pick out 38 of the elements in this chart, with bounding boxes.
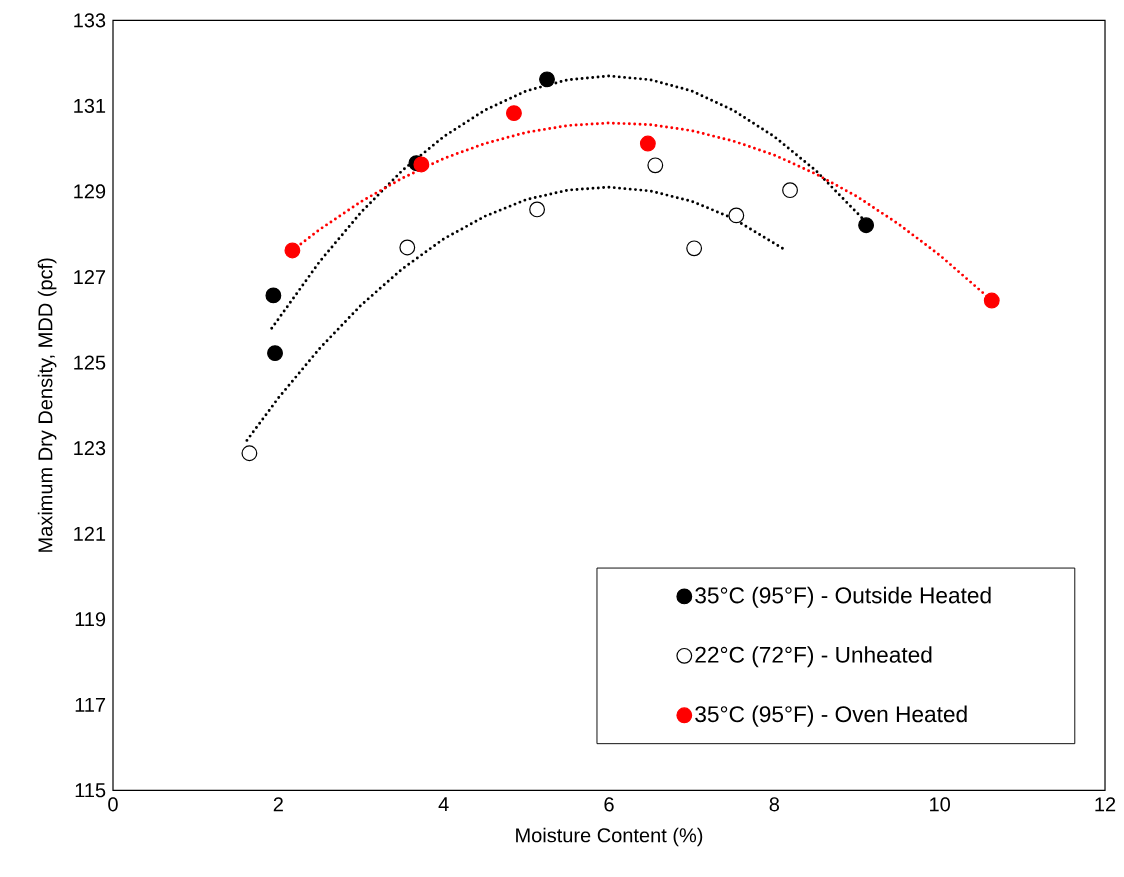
point (728, 207, 745, 224)
x-axis-title: Moisture Content (%) (516, 827, 703, 847)
legend-label: 35°C (95°F) - Oven Heated (695, 705, 967, 727)
point (539, 71, 555, 88)
point (858, 217, 875, 233)
x-tick-label: 0 (108, 797, 118, 812)
point (267, 345, 283, 361)
y-tick-label: 133 (74, 13, 106, 28)
x-tick-label: 2 (273, 797, 283, 812)
point (782, 182, 798, 198)
point (284, 242, 301, 259)
y-tick-label: 119 (75, 611, 106, 627)
point (506, 105, 522, 121)
x-tick-label: 4 (438, 797, 449, 811)
y-axis-title: Maximum Dry Density, MDD (pcf) (37, 258, 57, 552)
point (413, 156, 430, 173)
point (529, 201, 546, 218)
x-tick-label: 10 (930, 797, 950, 812)
y-tick-label: 127 (74, 269, 106, 284)
y-tick-label: 115 (75, 783, 106, 798)
x-tick-label: 12 (1095, 797, 1116, 812)
point (639, 135, 656, 152)
y-tick-label: 131 (74, 98, 106, 113)
y-tick-label: 129 (74, 184, 106, 199)
legend-label: 22°C (72°F) - Unheated (695, 646, 932, 668)
point (983, 292, 1000, 309)
point (399, 239, 416, 256)
y-tick-label: 123 (74, 440, 106, 456)
y-tick-label: 117 (75, 697, 106, 712)
point (686, 240, 703, 257)
legend-label: 35°C (95°F) - Outside Heated (695, 586, 991, 608)
y-tick-label: 121 (74, 526, 106, 541)
y-tick-label: 125 (74, 355, 106, 370)
point (265, 287, 282, 304)
point (241, 445, 258, 462)
point (647, 157, 664, 174)
x-tick-label: 8 (769, 797, 780, 812)
x-tick-label: 6 (604, 797, 614, 812)
